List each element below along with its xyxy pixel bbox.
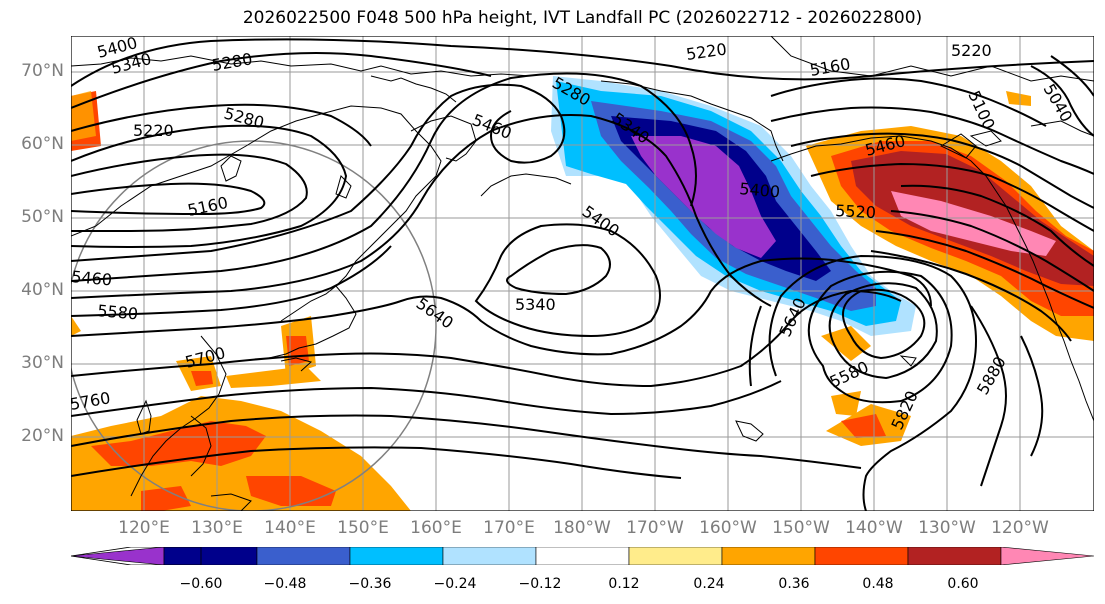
colorbar-segment (907, 547, 1002, 565)
contour-label: 5820 (887, 388, 921, 433)
longitude-label: 160°W (699, 518, 757, 538)
contour-label: 5400 (739, 179, 781, 201)
contour-label: 5220 (685, 39, 728, 63)
colorbar-segment (256, 547, 351, 565)
longitude-label: 180°W (553, 518, 611, 538)
colorbar (71, 547, 1094, 565)
colorbar-tick-label: 0.60 (947, 576, 979, 592)
colorbar-segment (442, 547, 537, 565)
longitude-label: 130°E (191, 518, 243, 538)
longitude-label: 140°E (264, 518, 316, 538)
landfall-region-circle (71, 140, 437, 511)
contour-label: 5520 (835, 201, 877, 222)
coastlines (71, 36, 1094, 511)
map-canvas[interactable]: 5400 5340 5280 5220 5280 5220 5160 5220 … (71, 36, 1094, 511)
colorbar-tick-label: −0.36 (348, 576, 392, 592)
colorbar-segment (721, 547, 816, 565)
latitude-label: 30°N (21, 353, 64, 373)
map-panel[interactable]: 5400 5340 5280 5220 5280 5220 5160 5220 … (71, 36, 1094, 511)
contour-label: 5220 (133, 121, 174, 140)
colorbar-segment (349, 547, 444, 565)
colorbar-tick-label: −0.60 (179, 576, 223, 592)
colorbar-tick-label: −0.24 (433, 576, 477, 592)
latitude-label: 50°N (21, 207, 64, 227)
longitude-label: 130°W (918, 518, 976, 538)
contour-label: 5220 (951, 41, 992, 60)
contour-label: 5580 (97, 301, 139, 323)
colorbar-tick-label: 0.12 (608, 576, 640, 592)
colorbar-tick-label: 0.36 (778, 576, 810, 592)
contour-label: 5460 (71, 267, 113, 289)
colorbar-segment (628, 547, 723, 565)
colorbar-segment (163, 547, 258, 565)
colorbar-segment (71, 547, 165, 565)
contour-label: 5160 (186, 193, 230, 220)
colorbar-tick-label: −0.12 (518, 576, 562, 592)
colorbar-tick-label: 0.24 (693, 576, 725, 592)
colorbar-tick-label: 0.48 (862, 576, 894, 592)
contour-label: 5340 (515, 295, 556, 314)
longitude-label: 170°E (483, 518, 535, 538)
latitude-label: 40°N (21, 280, 64, 300)
longitude-label: 140°W (845, 518, 903, 538)
longitude-label: 150°E (337, 518, 389, 538)
colorbar-segment (814, 547, 909, 565)
colorbar-tick-label: −0.48 (263, 576, 307, 592)
latitude-label: 70°N (21, 61, 64, 81)
contour-label: 5280 (222, 104, 266, 133)
latitude-label: 20°N (21, 426, 64, 446)
positive-ivt-shading (71, 91, 1094, 511)
height-contours (71, 38, 1094, 511)
latitude-label: 60°N (21, 134, 64, 154)
contour-label: 5100 (964, 88, 998, 133)
chart-title: 2026022500 F048 500 hPa height, IVT Land… (242, 8, 923, 28)
contour-label: 5760 (71, 388, 112, 414)
longitude-label: 160°E (410, 518, 462, 538)
longitude-label: 170°W (626, 518, 684, 538)
contour-label: 5160 (808, 54, 851, 80)
contour-label: 5580 (827, 357, 872, 391)
longitude-label: 120°E (118, 518, 170, 538)
longitude-label: 120°W (991, 518, 1049, 538)
colorbar-segment (535, 547, 630, 565)
contour-label: 5040 (1040, 81, 1077, 126)
colorbar-segment (1000, 547, 1094, 565)
longitude-label: 150°W (772, 518, 830, 538)
